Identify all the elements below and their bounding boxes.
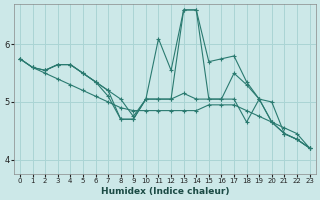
- X-axis label: Humidex (Indice chaleur): Humidex (Indice chaleur): [100, 187, 229, 196]
